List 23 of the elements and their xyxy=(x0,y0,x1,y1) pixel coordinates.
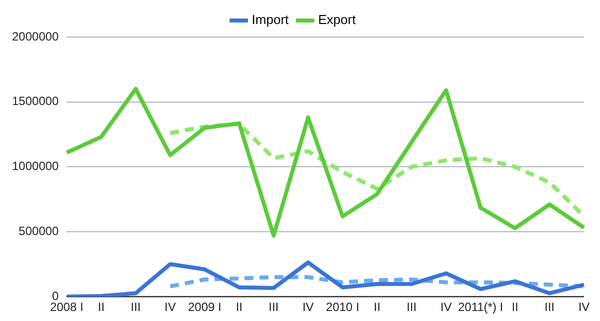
x-tick-label: 2011(*) I xyxy=(458,300,504,314)
x-tick-label: II xyxy=(236,300,242,314)
y-tick-label: 500000 xyxy=(18,224,60,238)
x-tick-label: IV xyxy=(302,300,314,314)
x-tick-label: II xyxy=(374,300,380,314)
x-tick-label: III xyxy=(544,300,555,314)
legend-label: Import xyxy=(252,12,290,28)
x-tick-label: IV xyxy=(578,300,590,314)
x-tick-label: IV xyxy=(440,300,452,314)
y-tick-label: 1000000 xyxy=(12,159,60,174)
y-tick-label: 1500000 xyxy=(12,94,60,108)
x-tick-label: III xyxy=(130,300,141,314)
legend-label: Export xyxy=(318,12,356,28)
x-tick-label: 2009 I xyxy=(188,300,222,314)
x-tick-label: IV xyxy=(164,300,176,314)
x-tick-label: 2010 I xyxy=(326,300,360,314)
x-tick-label: III xyxy=(268,300,279,314)
y-tick-label: 2000000 xyxy=(12,29,60,44)
x-tick-label: III xyxy=(406,300,417,314)
x-tick-label: 2008 I xyxy=(50,300,84,314)
x-tick-label: II xyxy=(98,300,105,314)
x-tick-label: II xyxy=(512,300,518,314)
y-tick-label: 0 xyxy=(52,288,60,303)
